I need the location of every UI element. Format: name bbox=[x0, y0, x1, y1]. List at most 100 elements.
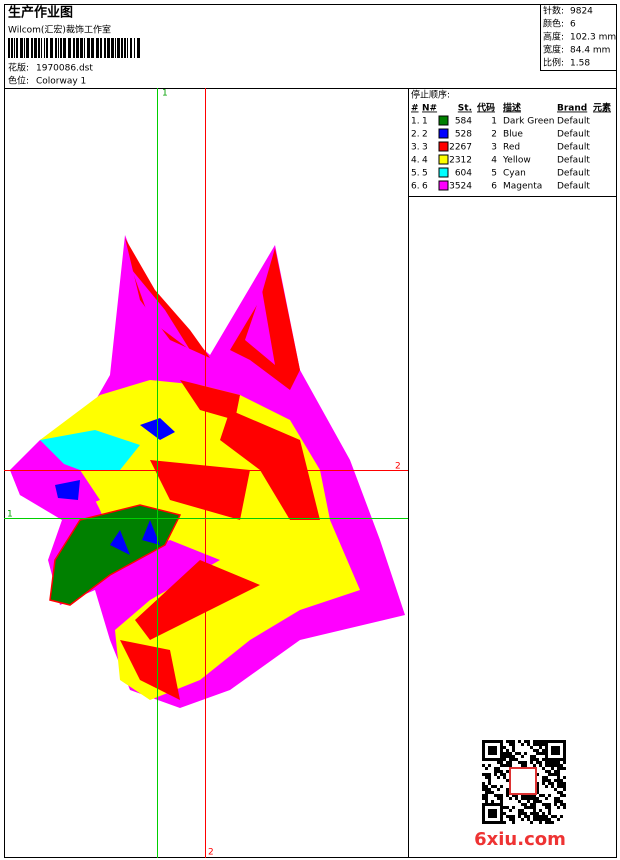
qr-module bbox=[506, 791, 509, 794]
qr-module bbox=[527, 815, 530, 818]
stitches: 604 bbox=[455, 169, 472, 179]
qr-module bbox=[542, 794, 545, 797]
qr-module bbox=[548, 818, 551, 821]
qr-module bbox=[554, 770, 557, 773]
qr-module bbox=[536, 782, 539, 785]
needle: 1 bbox=[422, 117, 428, 127]
qr-module bbox=[482, 782, 485, 785]
qr-module bbox=[491, 746, 494, 749]
qr-module bbox=[545, 740, 548, 743]
qr-module bbox=[500, 746, 503, 749]
qr-module bbox=[554, 764, 557, 767]
code: 3 bbox=[491, 143, 497, 153]
qr-module bbox=[545, 746, 548, 749]
qr-module bbox=[488, 788, 491, 791]
qr-module bbox=[548, 821, 551, 824]
bar bbox=[34, 38, 37, 58]
qr-module bbox=[563, 794, 566, 797]
qr-module bbox=[557, 797, 560, 800]
qr-module bbox=[539, 800, 542, 803]
qr-module bbox=[554, 815, 557, 818]
row-number: 5. bbox=[411, 169, 420, 179]
qr-module bbox=[527, 818, 530, 821]
frame bbox=[4, 4, 617, 858]
qr-module bbox=[557, 770, 560, 773]
qr-module bbox=[494, 815, 497, 818]
qr-module bbox=[548, 773, 551, 776]
qr-module bbox=[521, 809, 524, 812]
qr-module bbox=[494, 773, 497, 776]
qr-module bbox=[554, 788, 557, 791]
qr-module bbox=[488, 752, 491, 755]
qr-module bbox=[494, 749, 497, 752]
qr-module bbox=[503, 755, 506, 758]
qr-module bbox=[515, 758, 518, 761]
bar bbox=[73, 38, 75, 58]
qr-module bbox=[491, 800, 494, 803]
qr-module bbox=[554, 779, 557, 782]
qr-module bbox=[485, 797, 488, 800]
qr-module bbox=[494, 767, 497, 770]
qr-module bbox=[512, 818, 515, 821]
description: Red bbox=[503, 143, 520, 153]
qr-module bbox=[557, 818, 560, 821]
bar bbox=[127, 38, 128, 58]
guide-label: 1 bbox=[162, 89, 168, 99]
qr-module bbox=[512, 806, 515, 809]
qr-module bbox=[557, 746, 560, 749]
qr-module bbox=[563, 749, 566, 752]
bar bbox=[100, 38, 102, 58]
bar bbox=[87, 38, 90, 58]
bar bbox=[76, 38, 79, 58]
qr-module bbox=[521, 803, 524, 806]
qr-module bbox=[563, 740, 566, 743]
bar bbox=[134, 38, 135, 58]
qr-module bbox=[557, 773, 560, 776]
qr-module bbox=[557, 800, 560, 803]
qr-module bbox=[482, 758, 485, 761]
bar bbox=[41, 38, 42, 58]
qr-module bbox=[485, 821, 488, 824]
qr-module bbox=[554, 749, 557, 752]
barcode bbox=[8, 38, 140, 58]
qr-module bbox=[563, 806, 566, 809]
qr-module bbox=[506, 788, 509, 791]
qr-module bbox=[491, 740, 494, 743]
qr-module bbox=[500, 785, 503, 788]
qr-module bbox=[485, 788, 488, 791]
qr-module bbox=[551, 749, 554, 752]
qr-module bbox=[548, 809, 551, 812]
qr-module bbox=[527, 743, 530, 746]
qr-module bbox=[482, 746, 485, 749]
qr-module bbox=[539, 815, 542, 818]
qr-module bbox=[482, 773, 485, 776]
qr-module bbox=[506, 770, 509, 773]
qr-module bbox=[530, 797, 533, 800]
qr-module bbox=[482, 806, 485, 809]
qr-module bbox=[551, 752, 554, 755]
qr-module bbox=[500, 773, 503, 776]
qr-module bbox=[491, 791, 494, 794]
qr-module bbox=[554, 740, 557, 743]
guide-label: 1 bbox=[7, 510, 13, 520]
column-header: 元素 bbox=[593, 102, 611, 114]
qr-module bbox=[536, 788, 539, 791]
qr-module bbox=[494, 770, 497, 773]
stat-value: 1.58 bbox=[570, 59, 590, 69]
bar bbox=[55, 38, 57, 58]
row-number: 1. bbox=[411, 117, 420, 127]
qr-module bbox=[563, 758, 566, 761]
qr-module bbox=[485, 767, 488, 770]
qr-module bbox=[518, 761, 521, 764]
qr-module bbox=[542, 752, 545, 755]
qr-module bbox=[485, 794, 488, 797]
qr-module bbox=[533, 815, 536, 818]
qr-module bbox=[554, 752, 557, 755]
color-swatch bbox=[438, 167, 449, 178]
qr-module bbox=[485, 758, 488, 761]
qr-module bbox=[557, 767, 560, 770]
qr-module bbox=[509, 743, 512, 746]
color-swatch bbox=[438, 128, 449, 139]
qr-module bbox=[539, 746, 542, 749]
qr-module bbox=[527, 797, 530, 800]
